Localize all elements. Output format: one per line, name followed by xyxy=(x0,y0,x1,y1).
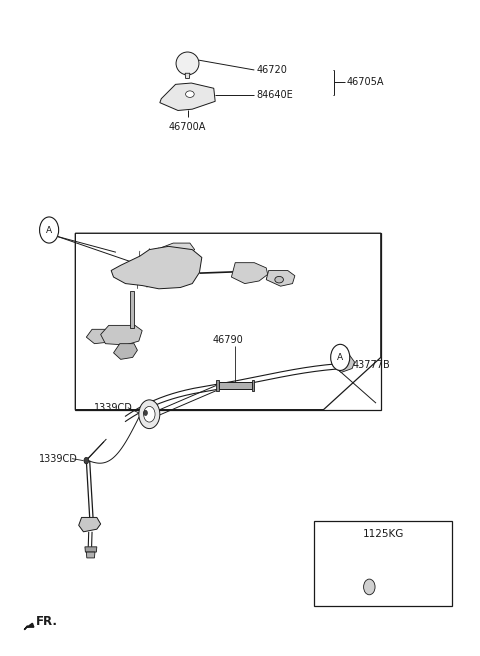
Circle shape xyxy=(144,410,147,415)
Polygon shape xyxy=(86,329,114,344)
Ellipse shape xyxy=(275,276,283,283)
Circle shape xyxy=(139,400,160,428)
Circle shape xyxy=(341,358,348,367)
Text: A: A xyxy=(337,353,343,362)
Circle shape xyxy=(39,217,59,243)
Bar xyxy=(314,521,452,605)
Polygon shape xyxy=(114,344,137,359)
Circle shape xyxy=(364,579,375,595)
Polygon shape xyxy=(86,552,95,558)
Polygon shape xyxy=(333,356,355,373)
Polygon shape xyxy=(231,262,268,283)
Text: 46705A: 46705A xyxy=(347,77,384,87)
Polygon shape xyxy=(218,382,252,390)
Text: 46720: 46720 xyxy=(256,65,287,75)
Polygon shape xyxy=(24,623,34,630)
Text: 46700A: 46700A xyxy=(169,122,206,133)
Circle shape xyxy=(144,406,155,422)
Circle shape xyxy=(84,457,89,464)
Polygon shape xyxy=(111,247,202,289)
Polygon shape xyxy=(79,518,101,532)
Ellipse shape xyxy=(176,52,199,75)
Circle shape xyxy=(331,344,350,371)
Polygon shape xyxy=(266,270,295,286)
Text: A: A xyxy=(46,226,52,234)
Polygon shape xyxy=(160,83,215,110)
Polygon shape xyxy=(252,380,254,392)
Polygon shape xyxy=(216,380,218,392)
Polygon shape xyxy=(159,243,195,256)
Polygon shape xyxy=(85,547,97,552)
Polygon shape xyxy=(75,234,381,409)
Text: 46790: 46790 xyxy=(213,335,243,345)
Text: 1125KG: 1125KG xyxy=(362,529,404,539)
Polygon shape xyxy=(130,291,134,328)
Text: 1339CD: 1339CD xyxy=(95,403,133,413)
Ellipse shape xyxy=(186,91,194,97)
Polygon shape xyxy=(185,73,190,79)
Text: FR.: FR. xyxy=(36,615,58,628)
Polygon shape xyxy=(101,325,142,345)
Text: 84640E: 84640E xyxy=(256,90,293,100)
Text: 43777B: 43777B xyxy=(352,360,390,370)
Bar xyxy=(75,234,381,409)
Text: 1339CD: 1339CD xyxy=(38,454,77,464)
